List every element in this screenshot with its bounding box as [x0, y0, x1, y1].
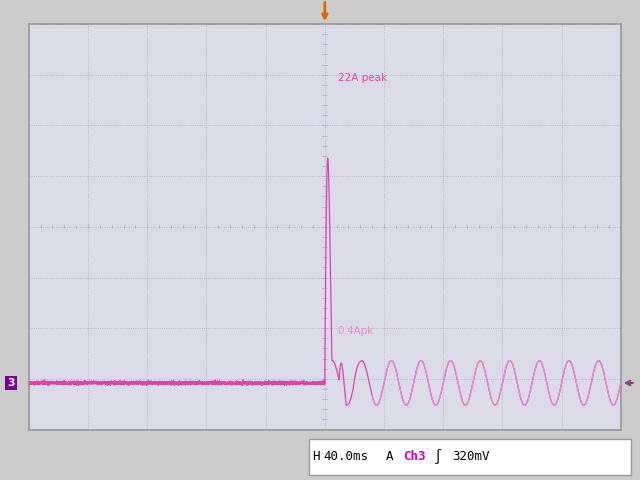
Text: ∫: ∫: [433, 449, 442, 464]
Text: 3: 3: [7, 378, 15, 388]
Text: 40.0ms: 40.0ms: [323, 450, 368, 463]
Text: H: H: [312, 450, 319, 463]
Text: 0.4Apk: 0.4Apk: [338, 326, 374, 336]
Text: A: A: [386, 450, 394, 463]
Text: 22A peak: 22A peak: [338, 72, 387, 83]
Text: 320mV: 320mV: [452, 450, 490, 463]
FancyBboxPatch shape: [309, 439, 631, 475]
Text: Ch3: Ch3: [403, 450, 426, 463]
